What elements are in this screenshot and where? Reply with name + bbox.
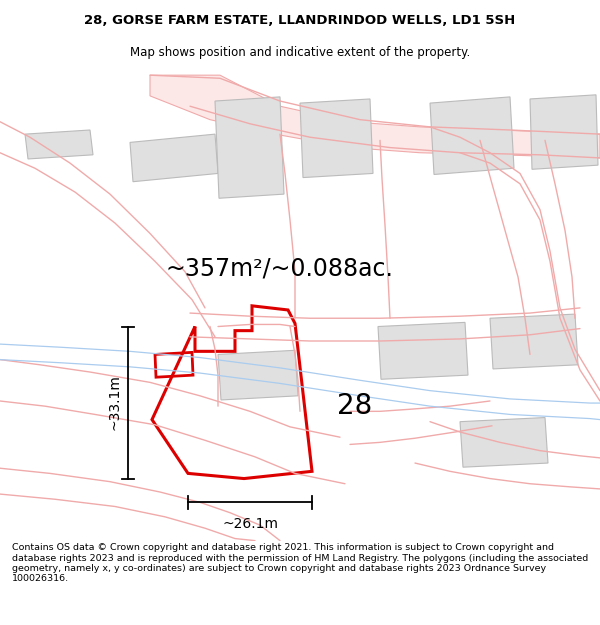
Text: 28, GORSE FARM ESTATE, LLANDRINDOD WELLS, LD1 5SH: 28, GORSE FARM ESTATE, LLANDRINDOD WELLS… (85, 14, 515, 28)
Polygon shape (460, 418, 548, 467)
Polygon shape (150, 75, 600, 158)
Text: Contains OS data © Crown copyright and database right 2021. This information is : Contains OS data © Crown copyright and d… (12, 543, 588, 583)
Text: Map shows position and indicative extent of the property.: Map shows position and indicative extent… (130, 46, 470, 59)
Text: ~26.1m: ~26.1m (222, 517, 278, 531)
Polygon shape (430, 97, 514, 174)
Polygon shape (130, 134, 218, 182)
Text: 28: 28 (337, 392, 373, 420)
Polygon shape (218, 350, 298, 400)
Text: ~33.1m: ~33.1m (107, 374, 121, 431)
Polygon shape (378, 322, 468, 379)
Polygon shape (530, 95, 598, 169)
Polygon shape (490, 314, 578, 369)
Text: ~357m²/~0.088ac.: ~357m²/~0.088ac. (165, 257, 393, 281)
Polygon shape (215, 97, 284, 198)
Polygon shape (300, 99, 373, 178)
Polygon shape (25, 130, 93, 159)
